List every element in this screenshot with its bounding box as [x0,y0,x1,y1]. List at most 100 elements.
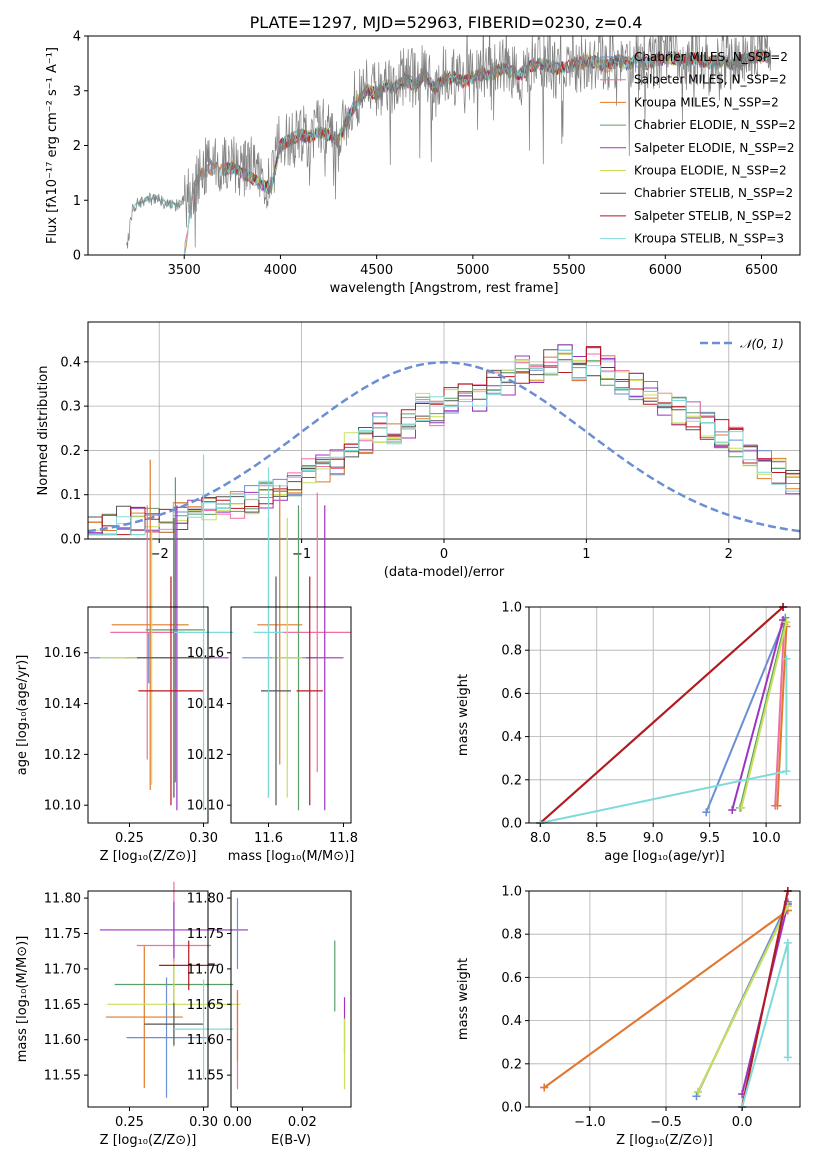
weight-marker [782,767,791,776]
x-tick-label: 11.8 [329,831,358,846]
y-tick-label: 10.12 [187,748,224,763]
panel-5-frame: 0.25 0.30 11.55 11.60 11.65 11.70 11.75 11.80 Z … [15,890,218,1148]
weight-line [741,942,789,1108]
y-tick-label: 0.4 [60,355,81,370]
y-tick-label: 11.80 [44,892,81,907]
weight-marker [783,1053,792,1062]
y-tick-label: 10.10 [44,799,81,814]
x-tick-label: 2 [725,547,733,562]
panel-1 [87,322,801,540]
y-tick-label: 1.0 [501,885,522,900]
panel-2 [89,454,234,811]
x-tick-label: 0.0 [732,1115,753,1130]
y-tick-label: 10.16 [187,646,224,661]
y-axis-label: mass weight [456,958,471,1040]
y-tick-label: 10.16 [44,646,81,661]
y-tick-label: 0.2 [501,1057,522,1072]
x-axis-label: Z [log₁₀(Z/Z⊙)] [100,1133,197,1148]
legend-label: Kroupa MILES, N_SSP=2 [634,95,779,109]
weight-line [540,658,788,824]
x-tick-label: 0 [440,547,448,562]
legend-label: Chabrier ELODIE, N_SSP=2 [634,118,796,132]
weight-line [774,624,786,806]
chart-title: PLATE=1297, MJD=52963, FIBERID=0230, z=0… [250,13,643,32]
y-tick-label: 2 [73,139,81,154]
legend-label: Chabrier MILES, N_SSP=2 [634,50,788,64]
weight-marker [702,808,711,817]
legend-label: Chabrier STELIB, N_SSP=2 [634,186,793,200]
y-tick-label: 3 [73,84,81,99]
y-tick-label: 0 [73,249,81,264]
x-tick-label: 11.6 [254,831,283,846]
weight-marker [773,801,782,810]
y-tick-label: 1.0 [501,601,522,616]
panel-7 [529,887,800,1111]
x-tick-label: 6500 [745,263,778,278]
panel-4-frame: 8.0 8.5 9.0 9.5 10.0 0.0 0.2 0.4 0.6 0.8 1.0 age [l… [456,601,801,864]
x-tick-label: 0.25 [115,831,144,846]
y-tick-label: 0.6 [501,971,522,986]
y-tick-label: 0.3 [60,400,81,415]
y-axis-label: age [log₁₀(age/yr)] [15,655,30,776]
weight-marker [728,806,737,815]
x-tick-label: 5500 [553,263,586,278]
x-axis-label: mass [log₁₀(M/M⊙)] [228,849,355,864]
weight-line [740,621,788,809]
weight-marker [783,938,792,947]
x-axis-label: E(B-V) [271,1133,311,1148]
panel-3 [242,467,351,811]
x-tick-label: 8.0 [530,831,551,846]
y-tick-label: 10.12 [44,748,81,763]
weight-line [539,606,784,824]
y-tick-label: 0.0 [60,533,81,548]
histogram-series [88,349,800,536]
panel-0 [126,36,772,255]
y-tick-label: 11.55 [187,1069,224,1084]
axes-frame [528,606,801,824]
weight-line [731,619,785,811]
weight-line [741,890,789,1108]
y-axis-label: mass [log₁₀(M/M⊙)] [15,936,30,1063]
legend-label: Kroupa ELODIE, N_SSP=2 [634,164,787,178]
x-tick-label: 0.30 [189,831,218,846]
legend-normal: 𝒩(0, 1) [700,337,784,351]
x-tick-label: −1.0 [574,1115,606,1130]
x-tick-label: −1 [292,547,311,562]
x-tick-label: 3500 [168,263,201,278]
panel-2-frame: 0.25 0.30 10.10 10.12 10.14 10.16 Z [log₁₀(Z/Z… [15,606,218,864]
panel-6 [236,898,346,1090]
panel-1-frame: −2 −1 0 1 2 0.0 0.1 0.2 0.3 0.4 (data-model)/error… [36,321,801,580]
axes-frame [87,890,209,1108]
y-axis-label: mass weight [456,674,471,756]
weight-line [705,617,787,813]
weight-line [697,905,789,1093]
y-tick-label: 11.70 [187,962,224,977]
x-tick-label: 1 [582,547,590,562]
x-tick-label: 4000 [264,263,297,278]
y-tick-label: 10.10 [187,799,224,814]
legend-label: Salpeter MILES, N_SSP=2 [634,73,787,87]
x-tick-label: 9.5 [699,831,720,846]
weight-marker [540,1083,549,1092]
data-spectrum [126,36,772,249]
x-tick-label: 0.25 [115,1115,144,1130]
x-tick-label: −0.5 [650,1115,682,1130]
y-tick-label: 0.4 [501,1014,522,1029]
axes-frame [528,890,801,1108]
y-tick-label: 10.14 [187,697,224,712]
legend-label: 𝒩(0, 1) [740,337,784,351]
y-tick-label: 0.2 [501,773,522,788]
y-tick-label: 0.0 [501,817,522,832]
legend-label: Salpeter STELIB, N_SSP=2 [634,209,792,223]
y-tick-label: 11.60 [44,1033,81,1048]
y-tick-label: 0.8 [501,644,522,659]
axes-frame [230,890,352,1108]
x-tick-label: 6000 [649,263,682,278]
x-axis-label: age [log₁₀(age/yr)] [604,849,725,864]
legend-label: Kroupa STELIB, N_SSP=3 [634,232,784,246]
y-tick-label: 10.14 [44,697,81,712]
normal-curve [87,361,801,533]
weight-line [776,626,788,806]
x-axis-label: wavelength [Angstrom, rest frame] [330,281,559,296]
y-tick-label: 11.70 [44,962,81,977]
